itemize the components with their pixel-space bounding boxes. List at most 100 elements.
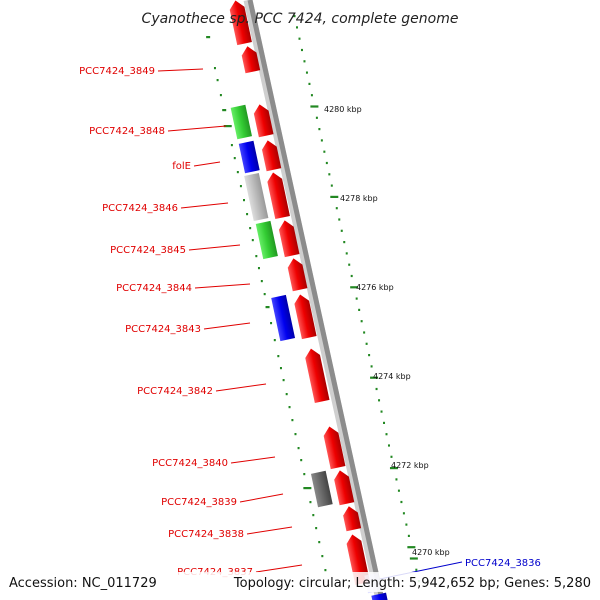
scale-minor-tick [390, 455, 393, 458]
gc-dash [273, 339, 276, 342]
gc-dash [315, 527, 318, 530]
gene-forward-strand[interactable] [304, 347, 330, 403]
gene-reverse-strand[interactable] [244, 172, 269, 222]
scale-minor-tick [320, 139, 323, 142]
gc-dash [303, 487, 312, 490]
gene-forward-strand[interactable] [341, 505, 362, 532]
gc-dash [216, 79, 219, 82]
gene-label[interactable]: PCC7424_3845 [110, 245, 186, 256]
scale-minor-tick [363, 331, 366, 334]
page-title: Cyanothece sp. PCC 7424, complete genome [142, 11, 459, 27]
scale-track [293, 15, 420, 583]
gc-dash [324, 569, 327, 572]
gc-dash [230, 144, 233, 147]
gene-label[interactable]: PCC7424_3842 [137, 386, 213, 397]
scale-minor-tick [298, 37, 301, 40]
scale-tick-label: 4272 kbp [391, 461, 429, 470]
gc-dash [251, 239, 254, 242]
gc-dash [213, 67, 216, 70]
accession-text: Accession: NC_011729 [9, 576, 157, 591]
gc-dash [291, 419, 294, 422]
gene-label[interactable]: PCC7424_3844 [116, 283, 192, 294]
gene-forward-strand[interactable] [252, 103, 274, 138]
gene-label[interactable]: PCC7424_3839 [161, 497, 237, 508]
gene-label[interactable]: PCC7424_3849 [79, 66, 155, 77]
gene-reverse-strand[interactable] [238, 140, 260, 174]
gene-label-leader [203, 322, 251, 330]
gc-dash [309, 501, 312, 504]
gene-label-leader [194, 283, 251, 289]
gene-label-leader [193, 161, 221, 167]
scale-minor-tick [350, 274, 353, 278]
gc-dash [265, 306, 270, 309]
gc-dash [249, 227, 252, 230]
footer-background [0, 572, 600, 592]
backbone-line [247, 0, 385, 600]
gc-dash [222, 109, 227, 112]
gene-label-leader [246, 526, 293, 535]
scale-minor-tick [397, 489, 400, 492]
gene-forward-strand[interactable] [277, 219, 300, 258]
scale-minor-tick [325, 161, 328, 165]
gc-dash [243, 199, 245, 202]
gene-forward-strand[interactable] [333, 469, 355, 506]
gc-dash [285, 393, 288, 396]
scale-minor-tick [415, 568, 418, 571]
gene-forward-strand[interactable] [240, 45, 261, 74]
gc-dash [239, 185, 242, 188]
scale-major-tick [409, 557, 418, 560]
gene-label-leader [255, 564, 303, 573]
gc-dash [294, 433, 297, 436]
gene-label[interactable]: PCC7424_3836 [465, 558, 541, 569]
scale-minor-tick [338, 218, 341, 221]
gene-reverse-strand[interactable] [310, 470, 333, 508]
gene-forward-strand[interactable] [228, 0, 252, 46]
scale-minor-tick [323, 150, 326, 153]
gc-dash [236, 171, 239, 174]
gene-label[interactable]: PCC7424_3843 [125, 324, 201, 335]
gene-reverse-strand[interactable] [230, 104, 252, 140]
scale-minor-tick [370, 365, 373, 368]
gene-forward-strand[interactable] [266, 171, 290, 220]
gc-dash [277, 355, 280, 358]
gene-forward-strand[interactable] [293, 293, 317, 340]
scale-major-tick [407, 546, 416, 549]
gc-dash [246, 213, 249, 216]
scale-minor-tick [308, 82, 311, 85]
scale-major-tick [370, 376, 379, 379]
scale-tick-label: 4278 kbp [340, 194, 378, 203]
scale-minor-tick [315, 116, 318, 119]
scale-minor-tick [368, 354, 371, 357]
scale-minor-tick [380, 410, 383, 413]
gene-forward-strand[interactable] [322, 425, 346, 470]
gene-reverse-strand[interactable] [255, 220, 278, 260]
scale-minor-tick [383, 421, 386, 424]
gene-label-leader [239, 493, 284, 503]
scale-minor-tick [348, 263, 351, 266]
gene-label[interactable]: PCC7424_3838 [168, 529, 244, 540]
gene-reverse-strand[interactable] [371, 592, 389, 600]
scale-tick-label: 4274 kbp [373, 372, 411, 381]
scale-minor-tick [293, 15, 296, 18]
gc-dash [219, 94, 222, 97]
gene-label-leader [188, 244, 241, 251]
gene-label[interactable]: folE [172, 161, 191, 172]
gene-label[interactable]: PCC7424_3848 [89, 126, 165, 137]
scale-minor-tick [375, 387, 378, 391]
scale-tick-label: 4270 kbp [412, 548, 450, 557]
gene-forward-strand[interactable] [286, 257, 308, 292]
gene-label[interactable]: PCC7424_3846 [102, 203, 178, 214]
gene-forward-strand[interactable] [260, 139, 282, 172]
scale-minor-tick [365, 342, 368, 345]
gene-label[interactable]: PCC7424_3840 [152, 458, 228, 469]
scale-minor-tick [355, 297, 358, 300]
scale-minor-tick [300, 48, 303, 52]
gc-dash [300, 459, 303, 462]
gc-dash [318, 541, 321, 544]
scale-major-tick [310, 105, 319, 108]
scale-minor-tick [303, 60, 306, 63]
gene-reverse-strand[interactable] [271, 294, 296, 342]
gc-dash [279, 367, 282, 370]
gc-dash [257, 267, 260, 270]
